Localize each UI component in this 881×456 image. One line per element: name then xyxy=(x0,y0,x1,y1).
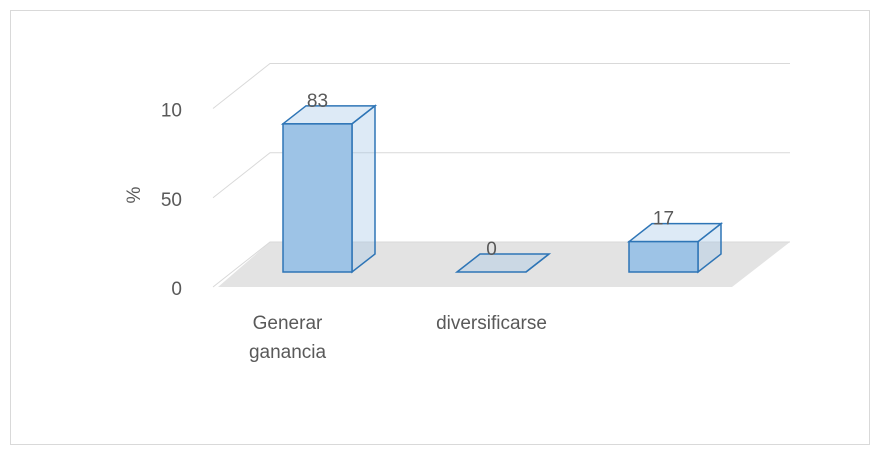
data-label: 0 xyxy=(486,239,497,260)
bar-top xyxy=(454,253,552,273)
data-label: 83 xyxy=(307,91,328,112)
y-tick-label: 10 xyxy=(161,101,182,122)
bar-front xyxy=(282,123,353,273)
bar-side xyxy=(351,104,376,274)
bar xyxy=(280,104,378,274)
x-tick-label: Generar ganancia xyxy=(248,313,327,363)
y-axis-label: % xyxy=(124,186,145,203)
data-label: 17 xyxy=(653,209,674,230)
bar xyxy=(454,253,552,273)
y-tick-label: 0 xyxy=(171,279,182,300)
x-tick-label: diversificarse xyxy=(436,313,547,334)
grid-line xyxy=(212,152,790,199)
chart-border xyxy=(10,10,870,445)
y-tick-label: 50 xyxy=(161,190,182,211)
bar-front xyxy=(628,240,699,273)
bar xyxy=(626,222,724,274)
grid-line xyxy=(212,63,790,109)
grid-line xyxy=(212,241,790,288)
